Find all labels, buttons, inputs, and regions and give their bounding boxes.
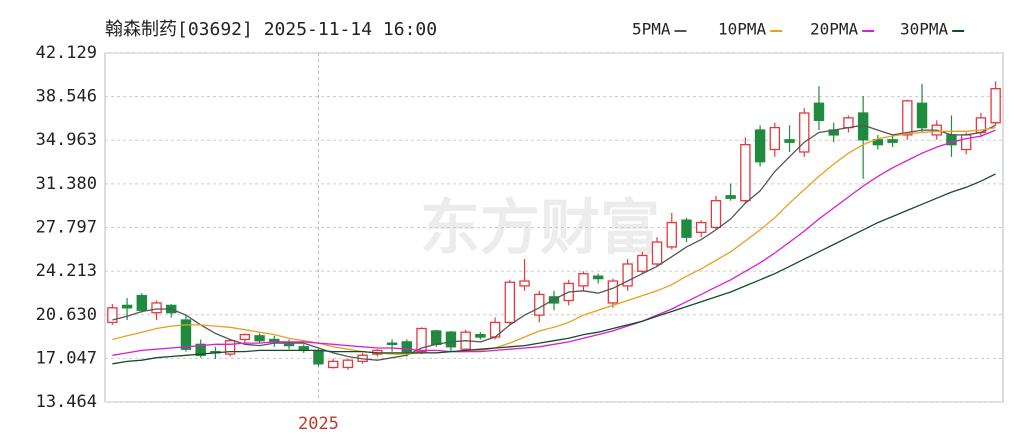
x-tick-label: 2025 bbox=[298, 414, 339, 434]
candle-body bbox=[799, 112, 810, 153]
y-tick-label: 42.129 bbox=[36, 43, 97, 63]
y-tick-label: 13.464 bbox=[36, 392, 97, 412]
y-tick-label: 27.797 bbox=[36, 217, 97, 237]
candle-body bbox=[754, 129, 766, 163]
candle-body bbox=[239, 333, 251, 341]
candle-body bbox=[769, 126, 781, 151]
candle-body bbox=[887, 139, 898, 143]
candle-body bbox=[401, 341, 413, 353]
candle-body bbox=[107, 307, 118, 324]
candle-body bbox=[445, 331, 457, 348]
chart-title: 翰森制药[03692] 2025-11-14 16:00 bbox=[105, 19, 437, 40]
candle-body bbox=[254, 335, 265, 342]
candle-body bbox=[681, 219, 692, 238]
candle-body bbox=[607, 280, 619, 304]
y-tick-label: 31.380 bbox=[36, 174, 97, 194]
candle-body bbox=[121, 304, 133, 309]
ma-line bbox=[112, 129, 996, 356]
candle-body bbox=[813, 102, 825, 121]
candle-body bbox=[872, 139, 884, 146]
candle-body bbox=[990, 88, 1001, 124]
candle-body bbox=[151, 302, 162, 314]
legend-label: 30PMA bbox=[900, 20, 949, 39]
watermark: 东方财富 bbox=[420, 194, 660, 264]
candle-body bbox=[710, 200, 722, 229]
candle-body bbox=[592, 275, 604, 280]
candle-body bbox=[416, 327, 427, 353]
legend-label: 10PMA bbox=[718, 20, 767, 39]
ma-line bbox=[112, 126, 996, 355]
candle-body bbox=[504, 281, 516, 324]
y-tick-label: 24.213 bbox=[36, 261, 97, 281]
candle-body bbox=[431, 330, 442, 345]
candle-body bbox=[534, 293, 545, 316]
candle-body bbox=[136, 294, 148, 311]
candle-body bbox=[180, 319, 192, 350]
candle-body bbox=[195, 343, 206, 356]
candle-body bbox=[666, 221, 677, 248]
candle-body bbox=[916, 102, 928, 129]
candle-body bbox=[342, 359, 354, 369]
candle-body bbox=[784, 139, 795, 143]
candle-body bbox=[386, 342, 398, 345]
candle-body bbox=[298, 346, 309, 350]
ma-line bbox=[112, 124, 996, 361]
candle-body bbox=[327, 360, 339, 369]
candle-body bbox=[740, 144, 751, 202]
candle-body bbox=[519, 280, 530, 287]
candle-body bbox=[651, 241, 663, 265]
candle-body bbox=[578, 273, 589, 287]
y-tick-label: 17.047 bbox=[36, 348, 97, 368]
ma-line bbox=[112, 173, 996, 365]
legend-label: 5PMA bbox=[632, 20, 671, 39]
y-tick-label: 38.546 bbox=[36, 87, 97, 107]
y-tick-label: 34.963 bbox=[36, 130, 97, 150]
candle-body bbox=[960, 134, 972, 151]
candle-body bbox=[622, 263, 633, 287]
candle-body bbox=[283, 343, 295, 347]
candle-body bbox=[695, 221, 707, 233]
legend-label: 20PMA bbox=[810, 20, 859, 39]
candle-body bbox=[843, 117, 854, 129]
candle-body bbox=[637, 254, 648, 272]
candle-body bbox=[224, 340, 236, 355]
candle-body bbox=[475, 333, 486, 338]
candle-body bbox=[902, 100, 913, 136]
candle-body bbox=[725, 195, 736, 199]
y-tick-label: 20.630 bbox=[36, 305, 97, 325]
candle-body bbox=[313, 350, 324, 365]
legend: 5PMA 10PMA 20PMA 30PMA bbox=[632, 20, 965, 39]
